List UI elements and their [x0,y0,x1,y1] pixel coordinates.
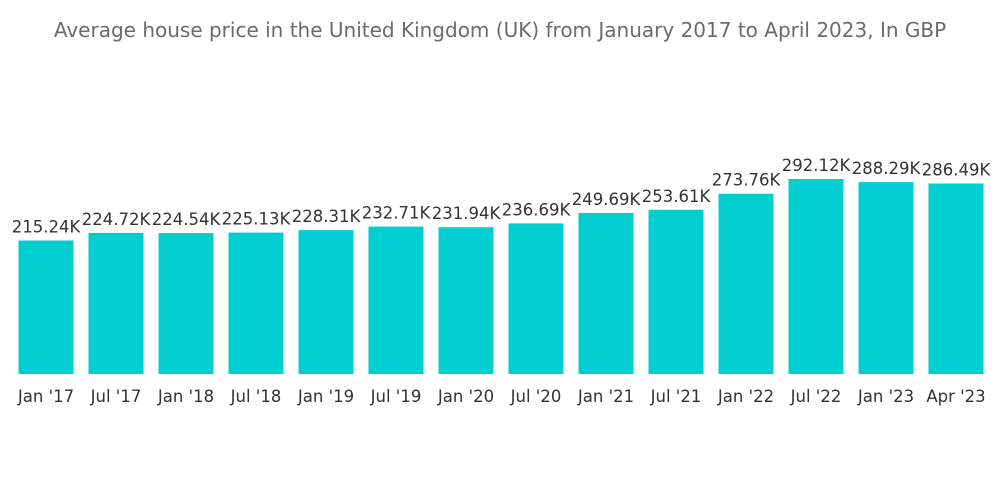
data-label-1: 224.72K [82,210,152,229]
data-label-11: 292.12K [782,156,852,175]
bar-8 [578,213,634,374]
x-tick-label-10: Jan '22 [717,387,774,406]
bar-5 [368,226,424,374]
data-label-13: 286.49K [922,161,992,180]
x-tick-label-4: Jan '19 [297,387,354,406]
data-label-2: 224.54K [152,210,222,229]
data-label-6: 231.94K [432,204,502,223]
data-label-10: 273.76K [712,171,782,190]
data-label-12: 288.29K [852,159,922,178]
data-label-7: 236.69K [502,200,572,219]
x-tick-label-12: Jan '23 [857,387,914,406]
x-tick-label-5: Jul '19 [370,387,422,406]
bar-10 [718,193,774,374]
bar-12 [858,182,914,374]
bar-13 [928,183,984,374]
bar-6 [438,227,494,374]
data-label-3: 225.13K [222,210,292,229]
bar-0 [18,240,74,374]
bar-7 [508,223,564,374]
data-label-9: 253.61K [642,187,712,206]
x-tick-label-0: Jan '17 [17,387,74,406]
x-tick-label-7: Jul '20 [510,387,562,406]
data-label-0: 215.24K [12,218,82,237]
bar-9 [648,209,704,374]
data-label-4: 228.31K [292,207,362,226]
x-tick-label-8: Jan '21 [577,387,634,406]
x-tick-label-11: Jul '22 [790,387,842,406]
x-tick-label-2: Jan '18 [157,387,214,406]
bar-3 [228,232,284,374]
x-tick-label-13: Apr '23 [926,387,985,406]
bar-11 [788,179,844,374]
chart-title: Average house price in the United Kingdo… [53,18,947,42]
bar-1 [88,232,144,374]
x-tick-label-1: Jul '17 [90,387,142,406]
x-tick-label-3: Jul '18 [230,387,282,406]
bar-2 [158,233,214,374]
bar-4 [298,230,354,374]
data-label-5: 232.71K [362,204,432,223]
x-tick-label-9: Jul '21 [650,387,702,406]
data-label-8: 249.69K [572,190,642,209]
x-tick-label-6: Jan '20 [437,387,494,406]
